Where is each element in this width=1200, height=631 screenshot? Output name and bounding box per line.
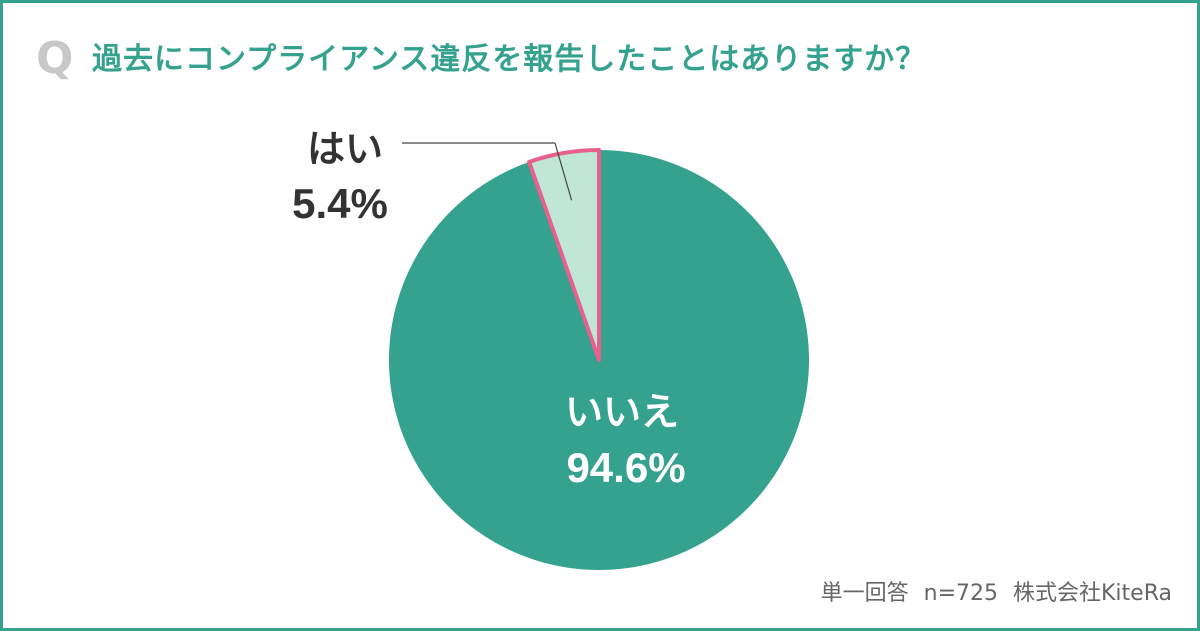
footer-note: 単一回答 n=725 株式会社KiteRa [813,575,1172,607]
yes-leader-elbow [554,142,573,201]
pie-slices [388,148,809,570]
footer-sample: n=725 [923,581,998,606]
question-title: 過去にコンプライアンス違反を報告したことはありますか？ [92,42,927,77]
slice-label-yes: はい [307,129,383,171]
footer-method: 単一回答 [820,581,909,606]
question-mark-icon: Q [36,33,74,84]
slice-value-no: 94.6% [566,444,685,491]
pie-slice-yes [527,148,601,362]
slice-value-yes: 5.4% [292,180,388,227]
footer-company: 株式会社KiteRa [1013,581,1172,606]
slice-label-no: いいえ [565,392,679,434]
